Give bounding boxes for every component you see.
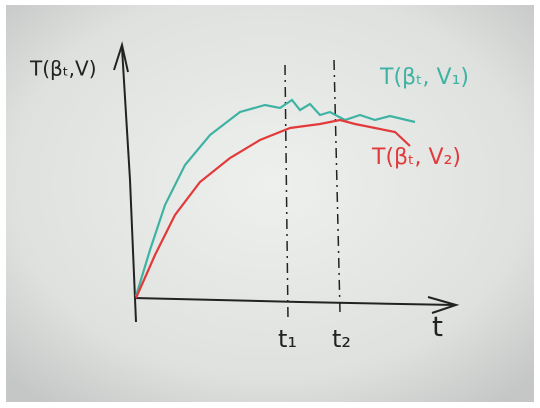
x-axis-label: t <box>432 310 443 343</box>
marker-label: t₂ <box>332 325 351 353</box>
marker-label: t₁ <box>278 325 297 353</box>
photo: T(βₜ,V) t T(βₜ, V₁) T(βₜ, V₂) t₁ t₂ <box>0 0 540 408</box>
page: T(βₜ,V) t T(βₜ, V₁) T(βₜ, V₂) t₁ t₂ (() … <box>0 0 540 408</box>
y-axis-label: T(βₜ,V) <box>29 57 97 81</box>
curve-label: T(βₜ, V₂) <box>371 145 461 170</box>
curve-label: T(βₜ, V₁) <box>379 65 469 90</box>
